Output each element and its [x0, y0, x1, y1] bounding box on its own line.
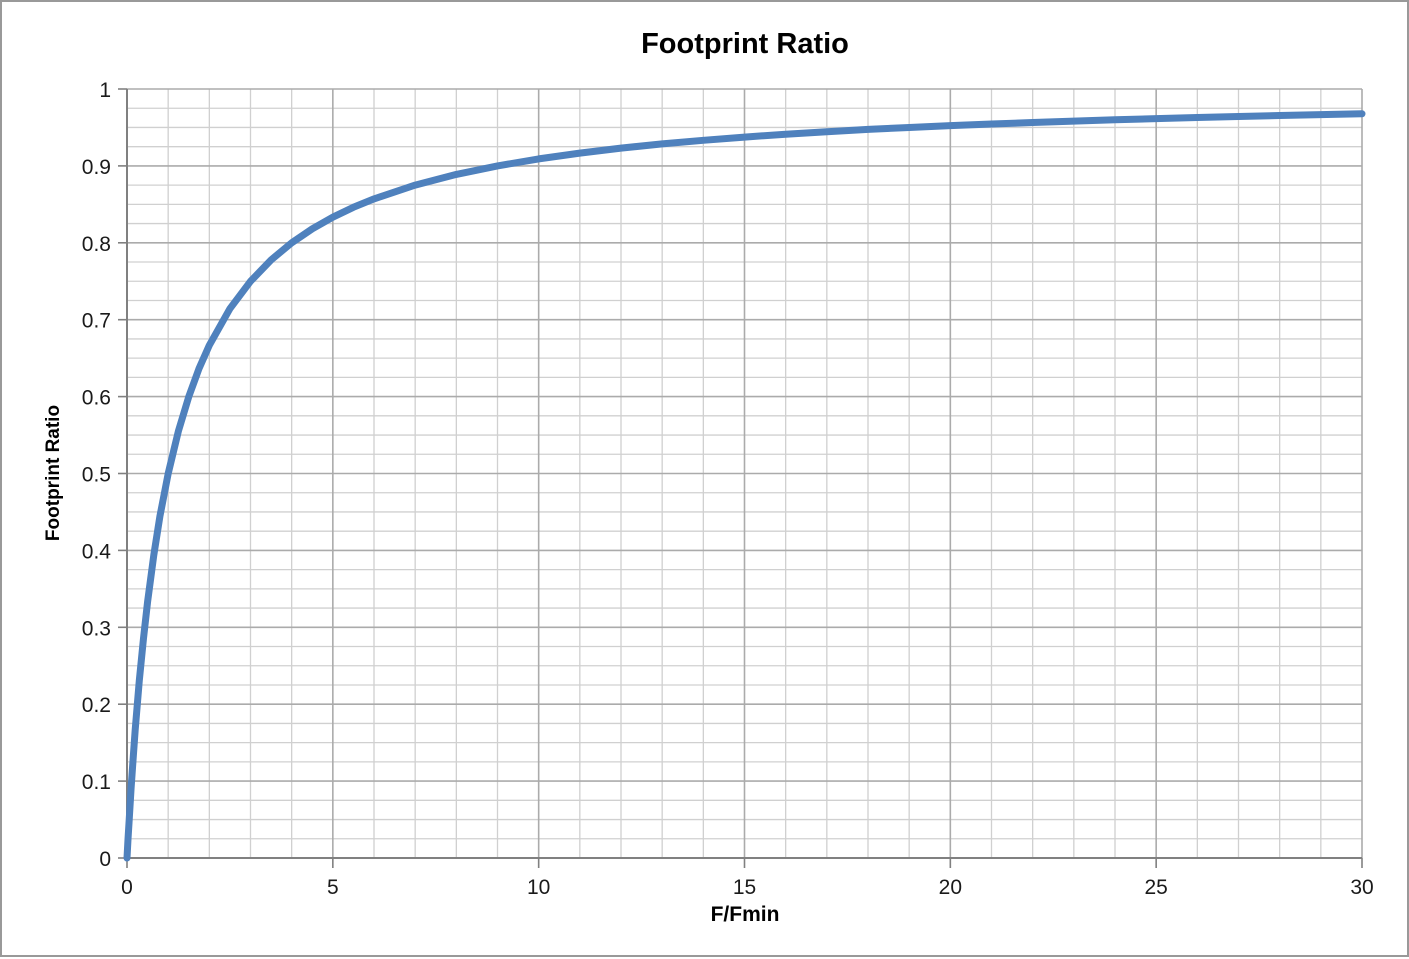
y-tick-label: 0.9: [82, 156, 111, 179]
y-tick-label: 0: [99, 848, 111, 871]
y-tick-label: 0.7: [82, 310, 111, 333]
x-tick-label: 5: [327, 876, 339, 899]
x-tick-label: 0: [121, 876, 133, 899]
y-tick-label: 0.5: [82, 464, 111, 487]
y-tick-label: 1: [99, 79, 111, 102]
x-tick-label: 30: [1350, 876, 1373, 899]
series-line-footprint-ratio: [123, 110, 1366, 862]
y-tick-label: 0.1: [82, 771, 111, 794]
y-tick-label: 0.3: [82, 617, 111, 640]
x-axis-title: F/Fmin: [710, 903, 780, 926]
y-tick-label: 0.4: [82, 540, 112, 563]
y-tick-label: 0.2: [82, 694, 111, 717]
chart-title: Footprint Ratio: [641, 28, 849, 60]
x-tick-label: 10: [527, 876, 550, 899]
x-tick-label: 15: [733, 876, 756, 899]
y-tick-label: 0.8: [82, 233, 111, 256]
y-tick-label: 0.6: [82, 387, 111, 410]
x-tick-label: 25: [1144, 876, 1167, 899]
x-tick-label: 20: [939, 876, 962, 899]
